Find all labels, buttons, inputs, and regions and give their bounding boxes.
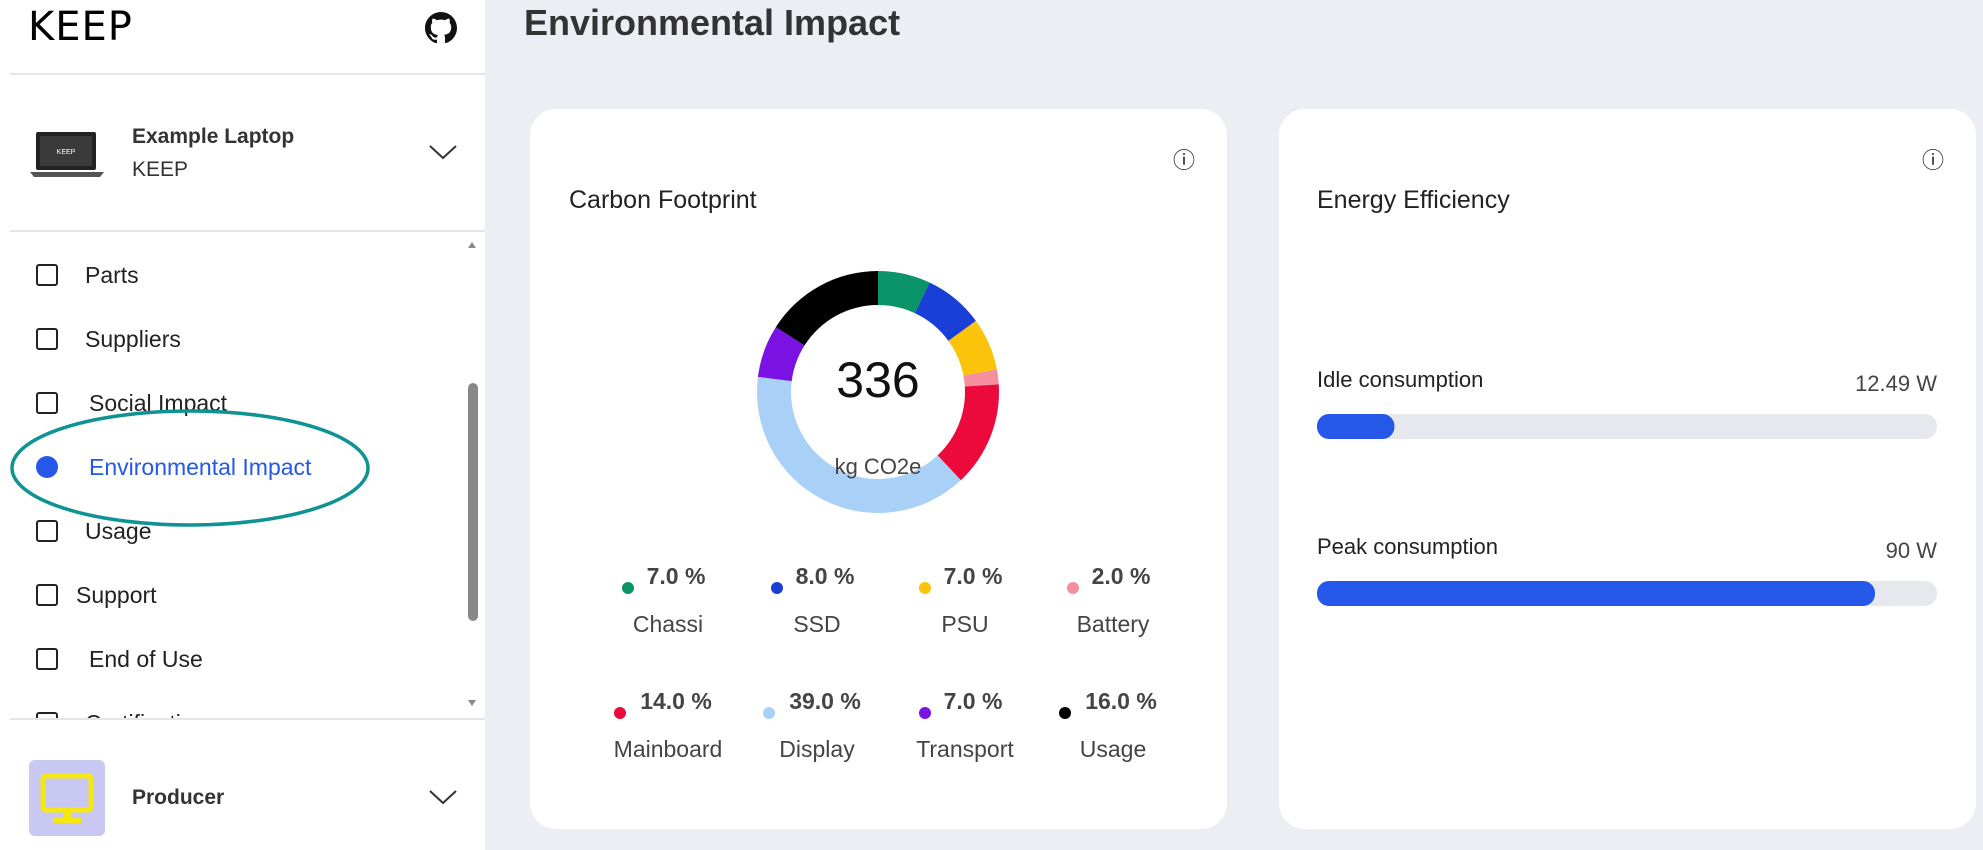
legend-dot — [1059, 707, 1071, 719]
legend-label: Mainboard — [614, 736, 723, 762]
legend-label: Transport — [916, 736, 1014, 762]
total-unit: kg CO2e — [835, 454, 922, 479]
legend-value: 8.0 % — [796, 563, 855, 589]
bar — [1317, 414, 1394, 439]
legend-dot — [763, 707, 775, 719]
bar-label: Peak consumption — [1317, 534, 1498, 559]
legend-dot — [1067, 582, 1079, 594]
card-title: Carbon Footprint — [569, 186, 757, 214]
legend-label: SSD — [793, 611, 840, 637]
legend-value: 16.0 % — [1085, 688, 1157, 714]
legend-value: 7.0 % — [647, 563, 706, 589]
app: KEEP KEEP Example Laptop KEEP PartsSuppl… — [0, 0, 1983, 850]
legend-dot — [614, 707, 626, 719]
legend-value: 39.0 % — [789, 688, 861, 714]
legend-value: 14.0 % — [640, 688, 712, 714]
info-icon: ⓘ — [1173, 148, 1195, 173]
legend-label: Battery — [1077, 611, 1150, 637]
total-value: 336 — [836, 352, 919, 408]
info-icon: ⓘ — [1922, 148, 1944, 173]
donut-slice — [776, 271, 878, 345]
bar — [1317, 581, 1875, 606]
legend-dot — [919, 582, 931, 594]
legend-dot — [919, 707, 931, 719]
charts: Carbon Footprint ⓘ 336 kg CO2e 7.0 % Chassi 8.… — [0, 0, 1983, 850]
card-title: Energy Efficiency — [1317, 186, 1510, 214]
legend-label: PSU — [941, 611, 988, 637]
legend-label: Usage — [1080, 736, 1146, 762]
bar-value: 12.49 W — [1855, 371, 1937, 396]
legend-value: 2.0 % — [1092, 563, 1151, 589]
bar-value: 90 W — [1886, 538, 1938, 563]
legend-dot — [771, 582, 783, 594]
legend-label: Chassi — [633, 611, 703, 637]
legend-value: 7.0 % — [944, 563, 1003, 589]
bar-track — [1317, 414, 1937, 439]
legend-label: Display — [779, 736, 855, 762]
bar-label: Idle consumption — [1317, 367, 1483, 392]
legend-dot — [622, 582, 634, 594]
legend-value: 7.0 % — [944, 688, 1003, 714]
